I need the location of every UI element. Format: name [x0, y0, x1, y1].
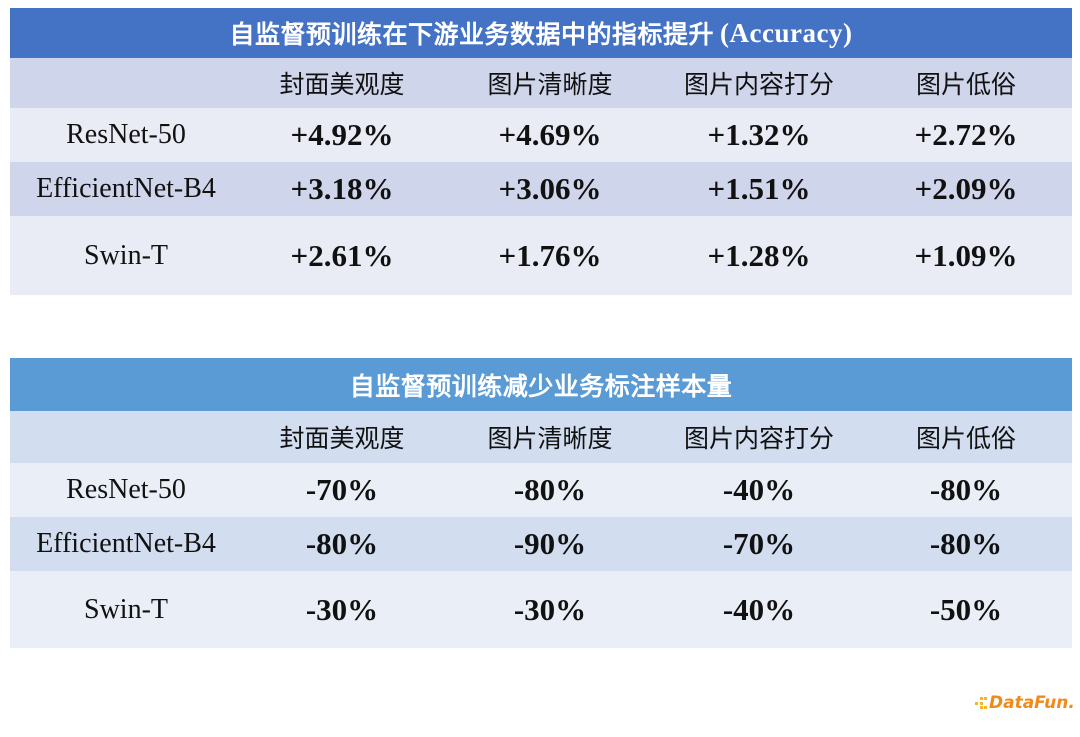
- value-cell: -30%: [305, 591, 379, 627]
- datafun-dots-icon: [975, 697, 987, 709]
- value-cell: -30%: [513, 591, 587, 627]
- accuracy-improvement-table: 自监督预训练在下游业务数据中的指标提升 (Accuracy) 封面美观度 图片清…: [10, 8, 1072, 295]
- header-cell: 图片低俗: [915, 424, 1016, 453]
- value-cell: -80%: [513, 472, 587, 507]
- value-cell: -70%: [722, 526, 796, 561]
- header-cell: 封面美观度: [279, 70, 405, 99]
- header-row: 封面美观度 图片清晰度 图片内容打分 图片低俗: [10, 58, 1072, 108]
- value-cell: +2.72%: [914, 117, 1018, 152]
- datafun-logo: DataFun.: [975, 693, 1075, 713]
- annotation-reduction-table: 自监督预训练减少业务标注样本量 封面美观度 图片清晰度 图片内容打分 图片低俗 …: [10, 358, 1072, 648]
- model-name: ResNet-50: [66, 474, 186, 505]
- value-cell: +4.69%: [498, 117, 602, 152]
- header-cell: 图片清晰度: [487, 424, 613, 453]
- table-row: EfficientNet-B4 -80% -90% -70% -80%: [10, 517, 1072, 571]
- table-title: 自监督预训练在下游业务数据中的指标提升 (Accuracy): [10, 8, 1072, 58]
- header-cell: 封面美观度: [279, 424, 405, 453]
- header-cell: 图片内容打分: [683, 424, 834, 453]
- value-cell: -70%: [305, 472, 379, 507]
- header-cell: 图片清晰度: [487, 70, 613, 99]
- value-cell: +3.18%: [290, 171, 394, 206]
- table-title-cn: 自监督预训练在下游业务数据中的指标提升: [229, 20, 715, 49]
- table-title: 自监督预训练减少业务标注样本量: [10, 358, 1072, 411]
- table-title-cn: 自监督预训练减少业务标注样本量: [349, 371, 733, 401]
- value-cell: -90%: [513, 526, 587, 561]
- value-cell: +4.92%: [290, 117, 394, 152]
- table-row: ResNet-50 -70% -80% -40% -80%: [10, 463, 1072, 517]
- value-cell: +3.06%: [498, 171, 602, 206]
- value-cell: +1.09%: [914, 237, 1018, 273]
- header-cell: 图片低俗: [915, 70, 1016, 99]
- table-row: EfficientNet-B4 +3.18% +3.06% +1.51% +2.…: [10, 162, 1072, 216]
- value-cell: +2.09%: [914, 171, 1018, 206]
- value-cell: -80%: [929, 472, 1003, 507]
- table-row: Swin-T -30% -30% -40% -50%: [10, 571, 1072, 648]
- value-cell: +1.28%: [707, 237, 811, 273]
- value-cell: +2.61%: [290, 237, 394, 273]
- logo-text: DataFun.: [989, 693, 1075, 713]
- model-name: Swin-T: [84, 239, 168, 271]
- value-cell: -80%: [929, 526, 1003, 561]
- value-cell: -40%: [722, 472, 796, 507]
- table-row: Swin-T +2.61% +1.76% +1.28% +1.09%: [10, 216, 1072, 295]
- header-cell: 图片内容打分: [683, 70, 834, 99]
- value-cell: +1.32%: [707, 117, 811, 152]
- table-row: ResNet-50 +4.92% +4.69% +1.32% +2.72%: [10, 108, 1072, 162]
- value-cell: -50%: [929, 591, 1003, 627]
- value-cell: +1.51%: [707, 171, 811, 206]
- table-title-en: (Accuracy): [720, 17, 853, 48]
- value-cell: +1.76%: [498, 237, 602, 273]
- model-name: Swin-T: [84, 593, 168, 625]
- header-row: 封面美观度 图片清晰度 图片内容打分 图片低俗: [10, 411, 1072, 463]
- model-name: EfficientNet-B4: [36, 173, 216, 204]
- value-cell: -40%: [722, 591, 796, 627]
- value-cell: -80%: [305, 526, 379, 561]
- model-name: EfficientNet-B4: [36, 528, 216, 559]
- model-name: ResNet-50: [66, 119, 186, 150]
